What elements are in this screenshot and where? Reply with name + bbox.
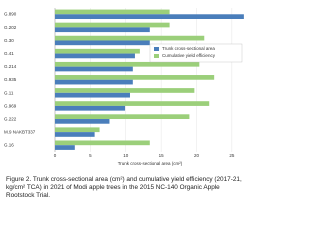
y-tick-label: G.222 [4, 116, 17, 121]
bar [55, 53, 135, 59]
bar [55, 66, 133, 72]
chart: Trunk cross-sectional area (cm²) 0 5 10 15 2… [4, 8, 244, 167]
bar [55, 22, 170, 28]
y-tick-label: M.9 NAKBT337 [4, 130, 36, 135]
x-axis-title: Trunk cross-sectional area (cm²) [118, 161, 183, 166]
bar [55, 79, 133, 85]
legend-label: Cumulative yield efficiency [162, 53, 216, 58]
y-tick-label: G.41 [4, 51, 14, 56]
y-tick-label: G.202 [4, 25, 17, 30]
bar [55, 127, 100, 133]
bar [55, 92, 130, 98]
bar [55, 9, 170, 15]
x-tick-label: 20 [194, 153, 200, 158]
bar [55, 35, 205, 41]
caption: Figure 2. Trunk cross-sectional area (cm… [6, 176, 242, 199]
bar [55, 14, 244, 19]
bar [55, 145, 75, 150]
x-tick-label: 0 [54, 153, 57, 158]
x-tick-label: 10 [123, 153, 129, 158]
bar [55, 88, 195, 93]
bar [55, 132, 95, 137]
bar [55, 140, 150, 146]
y-tick-label: G.214 [4, 64, 17, 69]
y-tick-label: G.16 [4, 143, 14, 148]
page: {"chart_data": {"type": "bar", "orientat… [4, 8, 244, 199]
x-tick-label: 25 [229, 153, 235, 158]
bar [55, 105, 126, 111]
y-tick-label: G.890 [4, 12, 17, 17]
bar [55, 40, 150, 46]
legend-swatch [154, 54, 159, 58]
y-tick-label: G.935 [4, 77, 17, 82]
y-tick-label: G.11 [4, 90, 14, 95]
y-tick-label: G.30 [4, 38, 14, 43]
bar [55, 61, 200, 67]
legend-swatch [154, 47, 159, 51]
bar [55, 119, 110, 124]
y-tick-label: G.969 [4, 103, 17, 108]
bar [55, 27, 150, 33]
legend-label: Trunk cross-sectional area [162, 46, 215, 51]
bar [55, 114, 190, 120]
bar [55, 101, 210, 106]
x-tick-label: 15 [159, 153, 165, 158]
bar [55, 75, 215, 80]
x-tick-label: 5 [89, 153, 92, 158]
bar [55, 48, 140, 54]
legend-box [149, 43, 243, 63]
